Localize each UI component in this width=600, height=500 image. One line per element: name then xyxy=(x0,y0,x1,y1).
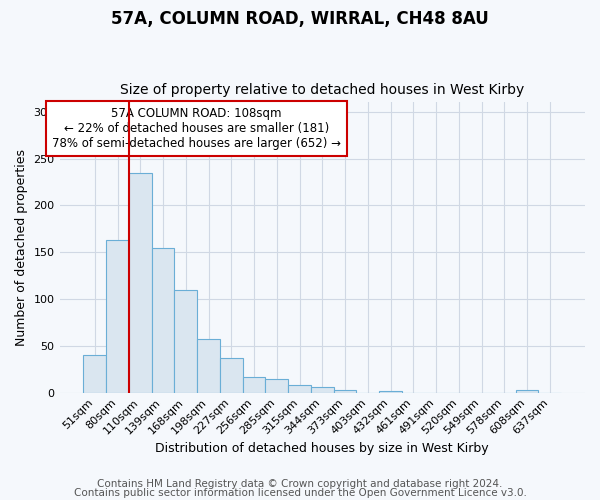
Bar xyxy=(265,380,288,392)
Bar xyxy=(379,390,402,392)
Y-axis label: Number of detached properties: Number of detached properties xyxy=(15,149,28,346)
Bar xyxy=(288,385,311,392)
Bar xyxy=(311,387,334,392)
Text: Contains HM Land Registry data © Crown copyright and database right 2024.: Contains HM Land Registry data © Crown c… xyxy=(97,479,503,489)
Text: Contains public sector information licensed under the Open Government Licence v3: Contains public sector information licen… xyxy=(74,488,526,498)
Bar xyxy=(129,172,152,392)
Bar xyxy=(515,390,538,392)
Bar xyxy=(83,355,106,393)
Bar xyxy=(242,376,265,392)
Bar xyxy=(220,358,242,392)
Text: 57A, COLUMN ROAD, WIRRAL, CH48 8AU: 57A, COLUMN ROAD, WIRRAL, CH48 8AU xyxy=(111,10,489,28)
Bar xyxy=(152,248,175,392)
Bar xyxy=(197,339,220,392)
Bar xyxy=(175,290,197,393)
Title: Size of property relative to detached houses in West Kirby: Size of property relative to detached ho… xyxy=(120,83,524,97)
X-axis label: Distribution of detached houses by size in West Kirby: Distribution of detached houses by size … xyxy=(155,442,489,455)
Bar xyxy=(106,240,129,392)
Bar xyxy=(334,390,356,392)
Text: 57A COLUMN ROAD: 108sqm
← 22% of detached houses are smaller (181)
78% of semi-d: 57A COLUMN ROAD: 108sqm ← 22% of detache… xyxy=(52,106,341,150)
